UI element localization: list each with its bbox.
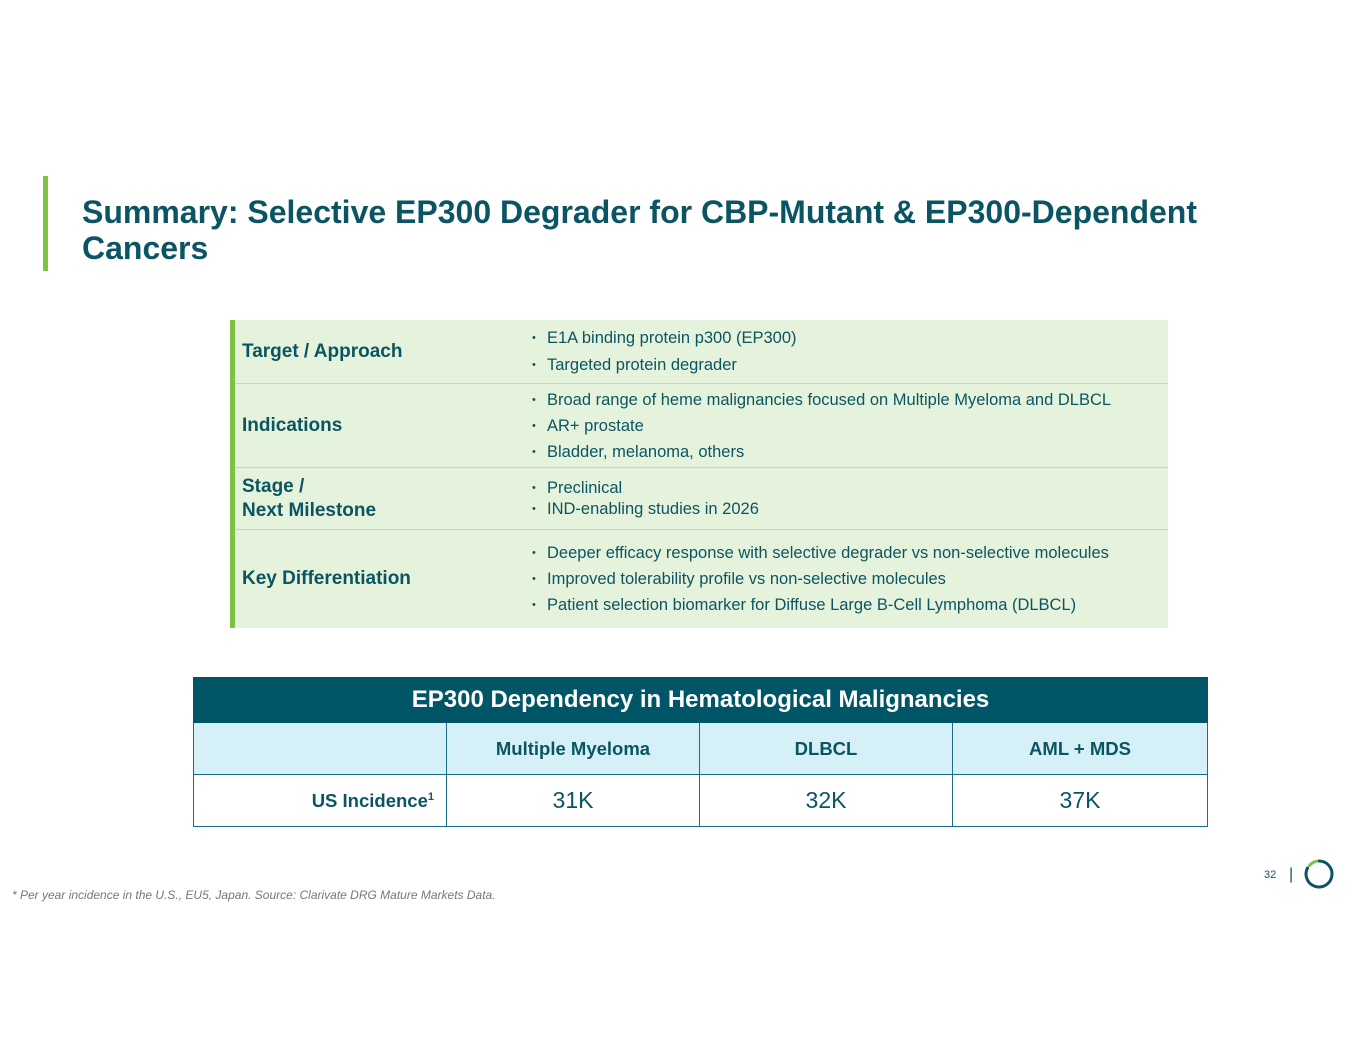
summary-label-text: Indications	[242, 414, 343, 436]
summary-row-label: Target / Approach	[235, 340, 525, 364]
summary-label-text: Target / Approach	[242, 340, 403, 362]
summary-label-text: Next Milestone	[242, 499, 377, 521]
summary-label-text: Stage /	[242, 475, 305, 497]
summary-row-label: Indications	[235, 414, 525, 438]
dependency-table: EP300 Dependency in Hematological Malign…	[192, 677, 1209, 827]
column-header: Multiple Myeloma	[446, 722, 700, 775]
summary-row-items: Deeper efficacy response with selective …	[525, 540, 1168, 618]
summary-row-label: Stage / Next Milestone	[235, 475, 525, 523]
footnote-marker: 1	[427, 790, 434, 803]
column-header: AML + MDS	[951, 722, 1209, 775]
page-separator: |	[1289, 866, 1294, 883]
summary-bullet: Broad range of heme malignancies focused…	[525, 387, 1168, 413]
summary-bullet: E1A binding protein p300 (EP300)	[525, 325, 1168, 352]
summary-row-label: Key Differentiation	[235, 567, 525, 591]
summary-bullet: Patient selection biomarker for Diffuse …	[525, 592, 1168, 618]
summary-bullet: Bladder, melanoma, others	[525, 439, 1168, 465]
summary-row-differentiation: Key Differentiation Deeper efficacy resp…	[235, 530, 1168, 628]
summary-row-items: E1A binding protein p300 (EP300) Targete…	[525, 325, 1168, 379]
value-cell: 31K	[446, 774, 700, 827]
summary-bullet: Improved tolerability profile vs non-sel…	[525, 566, 1168, 592]
summary-bullet: Deeper efficacy response with selective …	[525, 540, 1168, 566]
summary-row-items: Preclinical IND-enabling studies in 2026	[525, 478, 1168, 520]
company-logo-icon	[1304, 859, 1334, 889]
dependency-table-values-row: US Incidence1 31K 32K 37K	[193, 774, 1209, 827]
column-header: DLBCL	[699, 722, 953, 775]
row-label-text: US Incidence	[311, 789, 428, 811]
summary-label-text: Key Differentiation	[242, 568, 411, 589]
summary-row-items: Broad range of heme malignancies focused…	[525, 387, 1168, 465]
summary-row-target: Target / Approach E1A binding protein p3…	[235, 320, 1168, 384]
slide-title-line-2: Cancers	[82, 230, 209, 266]
summary-table: Target / Approach E1A binding protein p3…	[230, 320, 1168, 628]
summary-row-indications: Indications Broad range of heme malignan…	[235, 384, 1168, 468]
empty-header-cell	[193, 722, 447, 775]
title-accent-bar	[43, 176, 48, 271]
summary-bullet: Preclinical	[525, 478, 1168, 499]
footnote: * Per year incidence in the U.S., EU5, J…	[12, 888, 496, 902]
row-label: US Incidence1	[193, 774, 447, 827]
dependency-table-columns-row: Multiple Myeloma DLBCL AML + MDS	[193, 722, 1209, 775]
slide-title: Summary: Selective EP300 Degrader for CB…	[82, 194, 1312, 266]
slide-title-line-1: Summary: Selective EP300 Degrader for CB…	[82, 194, 1197, 230]
dependency-table-title: EP300 Dependency in Hematological Malign…	[192, 677, 1209, 723]
dependency-table-header-row: EP300 Dependency in Hematological Malign…	[192, 677, 1209, 723]
summary-bullet: Targeted protein degrader	[525, 352, 1168, 379]
summary-bullet: AR+ prostate	[525, 413, 1168, 439]
summary-row-stage: Stage / Next Milestone Preclinical IND-e…	[235, 468, 1168, 530]
summary-bullet: IND-enabling studies in 2026	[525, 499, 1168, 520]
value-cell: 32K	[699, 774, 953, 827]
page-number: 32	[1264, 869, 1277, 881]
value-cell: 37K	[951, 774, 1209, 827]
